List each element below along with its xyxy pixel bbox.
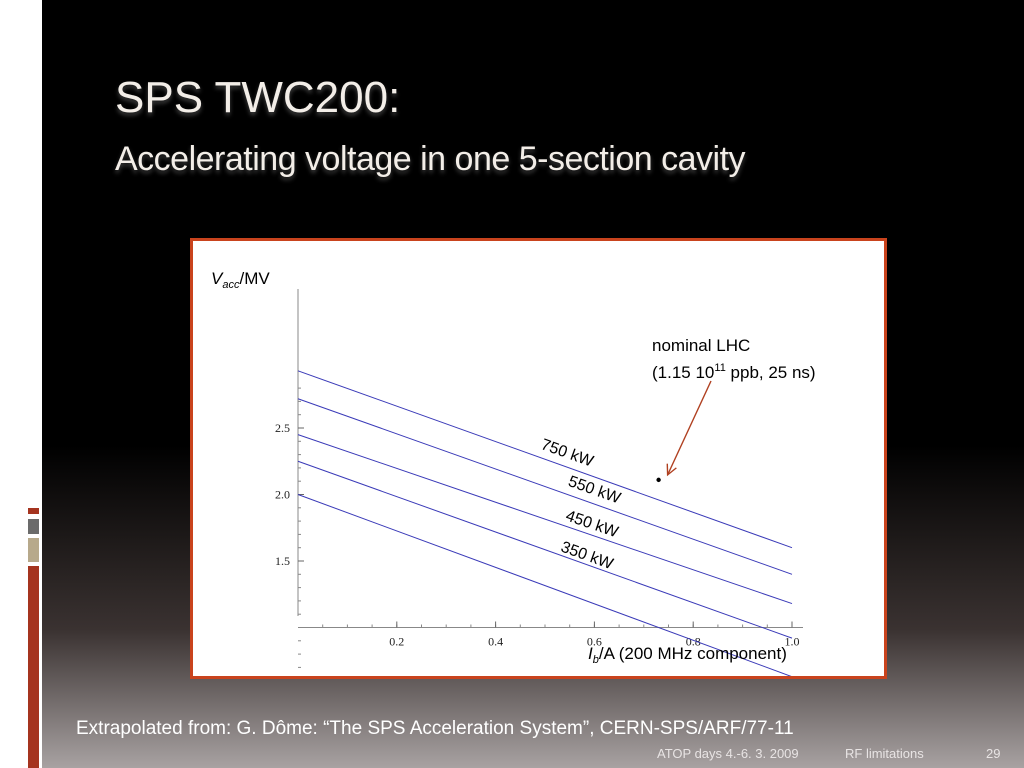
- series-label: 350 kW: [558, 539, 616, 574]
- annotation-arrowhead: [666, 463, 677, 477]
- annotation-marker: [656, 380, 712, 483]
- series-line: [297, 460, 793, 639]
- chart-container: 1.5 2.0 2.5 0.2 0.4 0.6 0.8 1.0 750 kW 550 kW 450…: [190, 238, 887, 679]
- slide-title: SPS TWC200:: [115, 73, 401, 122]
- series-line: [297, 494, 792, 676]
- x-tick-label: 0.2: [389, 635, 404, 649]
- series-line: [297, 398, 793, 575]
- x-tick-label: 0.8: [686, 635, 701, 649]
- series-line: [297, 434, 793, 605]
- annotation-line1: nominal LHC: [652, 336, 750, 355]
- accent-bar-red: [28, 566, 39, 768]
- x-tick-label: 0.6: [587, 635, 602, 649]
- y-tick-label: 2.5: [275, 421, 290, 435]
- footer-topic: RF limitations: [845, 746, 924, 761]
- accent-square-tan: [28, 538, 39, 562]
- x-axis-label: Ib/A (200 MHz component): [588, 644, 787, 666]
- page-number: 29: [986, 746, 1001, 761]
- source-note: Extrapolated from: G. Dôme: “The SPS Acc…: [76, 718, 794, 739]
- x-tick-label: 1.0: [785, 635, 800, 649]
- annotation-arrow: [666, 380, 712, 476]
- accent-square-gray: [28, 519, 39, 534]
- y-tick-label: 2.0: [275, 488, 290, 502]
- x-tick-label: 0.4: [488, 635, 503, 649]
- series-label: 450 kW: [563, 508, 621, 542]
- y-tick-label: 1.5: [275, 554, 290, 568]
- accent-square-red: [28, 508, 39, 514]
- footer-event: ATOP days 4.-6. 3. 2009: [657, 746, 799, 761]
- y-axis-label: Vacc/MV: [211, 269, 270, 291]
- chart-ticks: 1.5 2.0 2.5 0.2 0.4 0.6 0.8 1.0: [275, 387, 800, 668]
- annotation-line2: (1.15 1011 ppb, 25 ns): [652, 362, 816, 382]
- chart-series: [297, 370, 793, 676]
- series-label: 550 kW: [566, 473, 624, 507]
- series-label: 750 kW: [539, 436, 597, 471]
- slide-subtitle: Accelerating voltage in one 5-section ca…: [115, 140, 746, 178]
- series-line: [297, 370, 793, 549]
- sidebar-decoration: [0, 0, 42, 768]
- nominal-point: [656, 477, 661, 483]
